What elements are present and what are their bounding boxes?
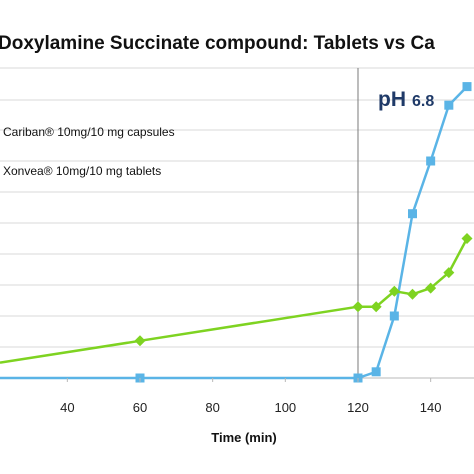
x-tick-labels: 40 60 80 100 120 140 [60, 378, 442, 415]
x-tick-label: 100 [274, 400, 296, 415]
series-xonvea [0, 233, 473, 364]
data-point-square [426, 156, 436, 166]
ph-label: pH [378, 88, 406, 111]
data-point-diamond [370, 301, 382, 313]
data-point-diamond [388, 285, 400, 297]
data-point-square [371, 367, 381, 377]
ph-value: 6.8 [412, 93, 434, 110]
data-point-diamond [425, 282, 437, 294]
legend: Cariban® 10mg/10 mg capsules Xonvea® 10m… [3, 125, 175, 178]
ph-annotation: pH 6.8 [378, 88, 434, 111]
x-tick-label: 60 [133, 400, 147, 415]
data-point-diamond [443, 267, 455, 279]
data-point-square [407, 209, 417, 219]
legend-entry-cariban: Cariban® 10mg/10 mg capsules [3, 125, 175, 139]
data-point-square [389, 311, 399, 321]
legend-entry-xonvea: Xonvea® 10mg/10 mg tablets [3, 164, 161, 178]
x-tick-label: 120 [347, 400, 369, 415]
data-point-diamond [461, 233, 473, 244]
chart-title: Doxylamine Succinate compound: Tablets v… [0, 33, 435, 54]
data-point-square [444, 100, 454, 110]
data-point-diamond [406, 288, 418, 300]
data-point-diamond [352, 301, 364, 313]
data-point-diamond [134, 335, 146, 347]
x-axis-label: Time (min) [211, 430, 277, 445]
x-tick-label: 40 [60, 400, 74, 415]
x-tick-label: 80 [205, 400, 219, 415]
data-point-square [462, 82, 472, 92]
gridlines [0, 67, 474, 348]
x-tick-label: 140 [420, 400, 442, 415]
